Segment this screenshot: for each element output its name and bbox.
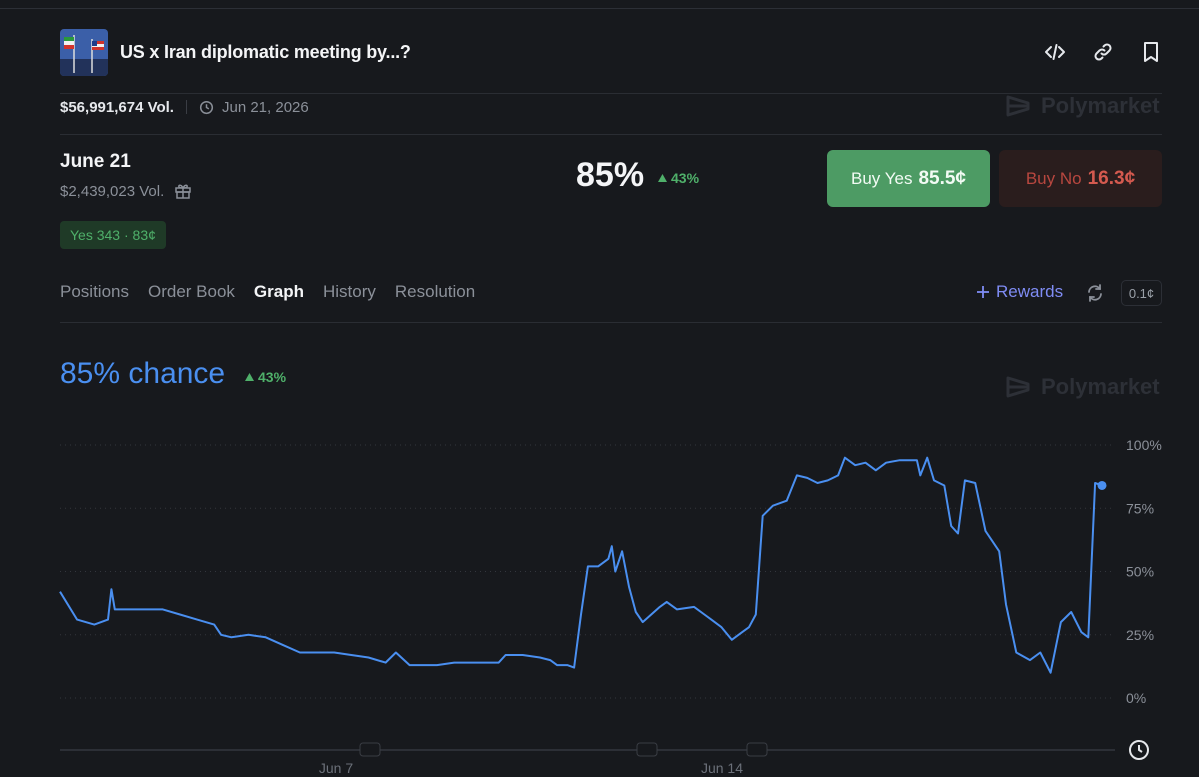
chart-chance: 85% chance (60, 357, 226, 390)
buy-yes-price: 85.5¢ (918, 167, 966, 189)
series-line (59, 456, 1103, 674)
header-actions (1044, 41, 1162, 63)
tab-order-book[interactable]: Order Book (147, 282, 235, 301)
up-triangle-icon (658, 174, 667, 182)
refresh-icon[interactable] (1085, 283, 1105, 303)
time-range-button[interactable] (1125, 736, 1153, 764)
plus-icon (977, 286, 989, 298)
embed-icon[interactable] (1044, 41, 1066, 63)
buy-no-button[interactable]: Buy No 16.3¢ (999, 150, 1162, 207)
x-tick-label: Jun 14 (701, 760, 743, 776)
tab-graph[interactable]: Graph (253, 282, 304, 301)
last-point-marker (1097, 480, 1107, 490)
position-badge[interactable]: Yes 343 · 83¢ (60, 221, 166, 249)
outcome-probability: 85% (576, 156, 645, 194)
outcome-volume: $2,439,023 Vol. (60, 182, 192, 200)
meta-divider (185, 100, 187, 114)
range-handle (746, 742, 768, 757)
x-tick-label: Jun 7 (319, 760, 353, 776)
market-meta: $56,991,674 Vol. Jun 21, 2026 (60, 96, 309, 118)
tabs-divider (60, 322, 1162, 323)
chart-watermark: Polymarket (1005, 374, 1160, 400)
tab-positions[interactable]: Positions (60, 282, 129, 301)
y-tick-label: 75% (1126, 500, 1154, 516)
range-handle (359, 742, 381, 757)
end-date: Jun 21, 2026 (199, 99, 309, 116)
polymarket-watermark: Polymarket (1005, 93, 1160, 119)
tab-resolution[interactable]: Resolution (394, 282, 476, 301)
tab-history[interactable]: History (322, 282, 376, 301)
meta-divider-line (60, 134, 1162, 135)
top-divider (0, 0, 1199, 9)
y-tick-label: 25% (1126, 627, 1154, 643)
gift-icon[interactable] (174, 182, 192, 200)
market-header: US x Iran diplomatic meeting by...? (60, 28, 1162, 76)
tick-size-button[interactable]: 0.1¢ (1121, 280, 1162, 306)
up-triangle-icon (245, 373, 254, 381)
market-volume: $56,991,674 Vol. (60, 98, 174, 116)
chart-watermark-text: Polymarket (1041, 374, 1160, 399)
outcome-volume-text: $2,439,023 Vol. (60, 182, 165, 200)
clock-icon (199, 100, 214, 114)
market-title: US x Iran diplomatic meeting by...? (120, 41, 411, 62)
end-date-text: Jun 21, 2026 (221, 98, 309, 116)
market-thumbnail (60, 28, 108, 76)
y-tick-label: 0% (1126, 690, 1146, 706)
chart-change: 43% (245, 369, 286, 385)
outcome-name: June 21 (60, 151, 131, 172)
range-handle (636, 742, 658, 757)
watermark-text: Polymarket (1041, 93, 1160, 118)
buy-no-price: 16.3¢ (1087, 167, 1136, 189)
polymarket-logo-icon (1006, 376, 1030, 398)
probability-change: 43% (658, 170, 699, 186)
y-tick-label: 100% (1126, 437, 1162, 453)
outcome-tabs: Positions Order Book Graph History Resol… (60, 282, 475, 302)
probability-chart[interactable]: 100% 75% 50% 25% 0% Jun 7 Jun 14 (0, 420, 1199, 777)
y-tick-label: 50% (1126, 564, 1154, 580)
probability-change-text: 43% (671, 170, 700, 186)
buy-no-label: Buy No (1025, 168, 1082, 188)
chart-change-text: 43% (258, 369, 287, 385)
rewards-label: Rewards (996, 282, 1064, 301)
header-divider (60, 93, 1162, 94)
link-icon[interactable] (1092, 41, 1114, 63)
rewards-button[interactable]: Rewards (976, 282, 1063, 302)
buy-yes-label: Buy Yes (851, 168, 913, 188)
buy-yes-button[interactable]: Buy Yes 85.5¢ (827, 150, 990, 207)
bookmark-icon[interactable] (1140, 41, 1162, 63)
polymarket-logo-icon (1006, 95, 1030, 117)
clock-icon (1129, 740, 1149, 760)
